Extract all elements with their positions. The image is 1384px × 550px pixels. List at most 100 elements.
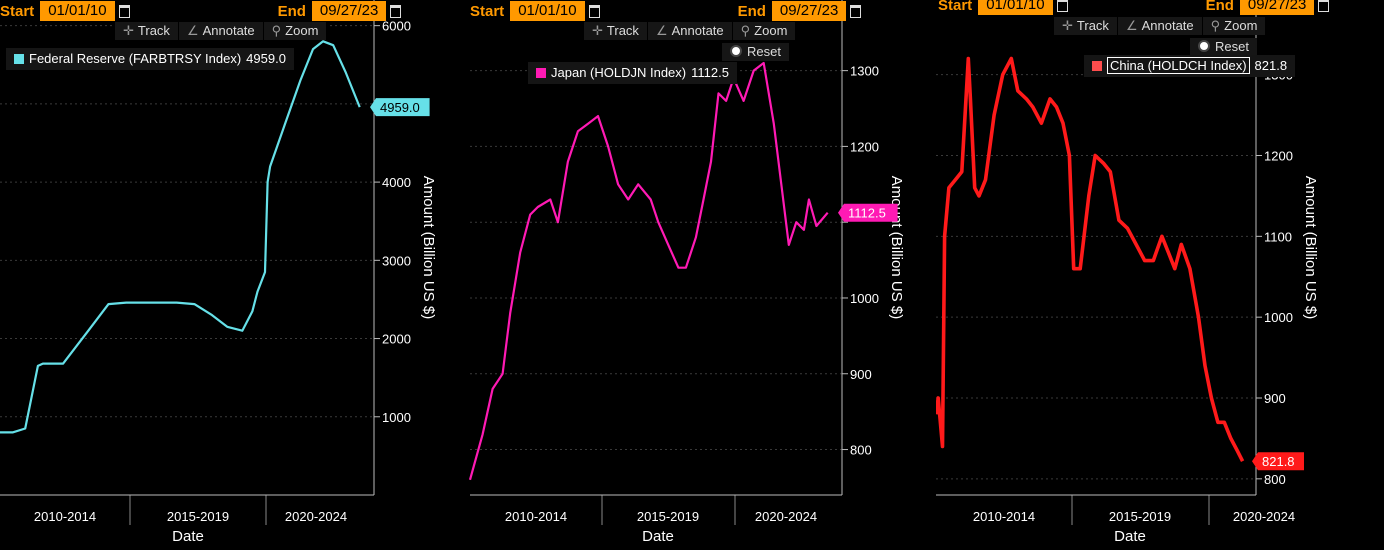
x-tick-label: 2020-2024 — [755, 509, 817, 524]
y-axis-title: Amount (Billion US $) — [888, 176, 905, 319]
x-tick-label: 2015-2019 — [167, 509, 229, 524]
chart-panel-fed: 1000 2000 3000 4000 6000 2010-2014 2015-2019 20… — [0, 0, 440, 550]
x-tick-label: 2010-2014 — [973, 509, 1035, 524]
last-value-label: 4959.0 — [380, 100, 420, 115]
calendar-icon[interactable] — [588, 4, 600, 18]
legend-swatch — [536, 68, 546, 78]
legend-swatch — [14, 54, 24, 64]
last-value-tag — [370, 98, 430, 117]
calendar-icon[interactable] — [390, 4, 402, 18]
legend-series-value: 1112.5 — [691, 65, 729, 80]
y-axis-title: Amount (Billion US $) — [1302, 176, 1319, 319]
legend-china[interactable]: China (HOLDCH Index) 821.8 — [1084, 55, 1296, 77]
y-tick-label: 1000 — [382, 410, 411, 425]
x-tick-label: 2020-2024 — [1233, 509, 1295, 524]
annotate-button[interactable]: ∠ Annotate — [648, 22, 733, 40]
reset-icon — [1198, 40, 1210, 52]
chart-svg-fed: 1000 2000 3000 4000 6000 2010-2014 2015-2019 20… — [0, 0, 437, 545]
start-label: Start — [938, 0, 973, 14]
y-tick-label: 6000 — [382, 19, 411, 34]
reset-icon — [730, 45, 742, 57]
calendar-icon[interactable] — [1056, 0, 1068, 12]
y-tick-label: 1300 — [850, 64, 879, 79]
y-tick-label: 1200 — [1264, 149, 1293, 164]
legend-japan[interactable]: Japan (HOLDJN Index) 1112.5 — [528, 62, 737, 84]
chart-tools: ✛ Track ∠ Annotate ⚲ Zoom — [115, 22, 328, 40]
pencil-icon: ∠ — [655, 23, 668, 38]
x-axis-title: Date — [642, 528, 674, 545]
y-tick-label: 800 — [1264, 472, 1286, 487]
start-date-field[interactable]: 01/01/10 — [510, 1, 585, 21]
magnifier-icon: ⚲ — [1210, 18, 1221, 33]
end-label: End — [737, 2, 766, 20]
y-axis-title: Amount (Billion US $) — [420, 176, 437, 319]
end-date-field[interactable]: 09/27/23 — [311, 1, 387, 21]
track-button[interactable]: ✛ Track — [584, 22, 648, 40]
x-tick-label: 2020-2024 — [285, 509, 347, 524]
legend-series-value: 4959.0 — [246, 51, 286, 66]
start-label: Start — [0, 2, 35, 20]
track-button[interactable]: ✛ Track — [115, 22, 179, 40]
magnifier-icon: ⚲ — [271, 23, 282, 38]
y-tick-label: 2000 — [382, 332, 411, 347]
legend-series-value: 821.8 — [1254, 58, 1288, 73]
y-tick-label: 1200 — [850, 139, 879, 154]
track-button[interactable]: ✛ Track — [1054, 17, 1118, 35]
zoom-button[interactable]: ⚲ Zoom — [1203, 17, 1267, 35]
legend-series-name: Japan (HOLDJN Index) — [551, 65, 687, 80]
pencil-icon: ∠ — [186, 23, 199, 38]
date-range-bar: Start 01/01/10 End 09/27/23 — [0, 0, 419, 22]
last-value-tag — [838, 203, 898, 222]
date-range-bar: Start 01/01/10 End 09/27/23 — [470, 0, 879, 22]
y-tick-label: 900 — [850, 367, 872, 382]
pencil-icon: ∠ — [1125, 18, 1138, 33]
chart-panel-japan: 800 900 1000 1200 1300 2010-2014 2015-2019 2020… — [468, 0, 908, 550]
legend-series-name: China (HOLDCH Index) — [1107, 57, 1250, 74]
y-tick-label: 1000 — [1264, 310, 1293, 325]
crosshair-icon: ✛ — [123, 23, 134, 38]
reset-button[interactable]: Reset — [722, 43, 789, 61]
y-tick-label: 3000 — [382, 253, 411, 268]
crosshair-icon: ✛ — [592, 23, 603, 38]
series-line — [468, 61, 829, 481]
x-tick-label: 2015-2019 — [1109, 509, 1171, 524]
end-date-field[interactable]: 09/27/23 — [771, 1, 847, 21]
last-value-tag — [1252, 452, 1304, 471]
y-tick-label: 800 — [850, 443, 872, 458]
last-value-label: 821.8 — [1262, 454, 1295, 469]
date-range-bar: Start 01/01/10 End 09/27/23 — [938, 0, 1347, 16]
series-line — [936, 56, 1245, 463]
x-axis-title: Date — [1114, 528, 1146, 545]
chart-tools: ✛ Track ∠ Annotate ⚲ Zoom — [1054, 17, 1267, 35]
start-date-field[interactable]: 01/01/10 — [40, 1, 115, 21]
x-tick-label: 2015-2019 — [637, 509, 699, 524]
x-tick-label: 2010-2014 — [34, 509, 96, 524]
end-date-field[interactable]: 09/27/23 — [1239, 0, 1315, 15]
reset-button[interactable]: Reset — [1190, 38, 1257, 56]
start-date-field[interactable]: 01/01/10 — [978, 0, 1053, 15]
annotate-button[interactable]: ∠ Annotate — [179, 22, 264, 40]
y-tick-label: 900 — [1264, 391, 1286, 406]
zoom-button[interactable]: ⚲ Zoom — [733, 22, 797, 40]
chart-tools: ✛ Track ∠ Annotate ⚲ Zoom — [584, 22, 797, 40]
zoom-button[interactable]: ⚲ Zoom — [264, 22, 328, 40]
x-axis-title: Date — [172, 528, 204, 545]
y-tick-label: 4000 — [382, 175, 411, 190]
annotate-button[interactable]: ∠ Annotate — [1118, 17, 1203, 35]
end-label: End — [277, 2, 306, 20]
chart-svg-china: 80090010001100120013002010-20142015-2019… — [936, 0, 1319, 545]
crosshair-icon: ✛ — [1062, 18, 1073, 33]
calendar-icon[interactable] — [850, 4, 862, 18]
y-tick-label: 1100 — [1264, 229, 1292, 244]
end-label: End — [1205, 0, 1234, 14]
y-tick-label: 1000 — [850, 291, 879, 306]
magnifier-icon: ⚲ — [740, 23, 751, 38]
x-tick-label: 2010-2014 — [505, 509, 567, 524]
legend-fed[interactable]: Federal Reserve (FARBTRSY Index) 4959.0 — [6, 48, 294, 70]
series-line — [0, 40, 361, 434]
last-value-label: 1112.5 — [848, 206, 886, 221]
calendar-icon[interactable] — [1318, 0, 1330, 12]
start-label: Start — [470, 2, 505, 20]
calendar-icon[interactable] — [118, 4, 130, 18]
legend-swatch — [1092, 61, 1102, 71]
